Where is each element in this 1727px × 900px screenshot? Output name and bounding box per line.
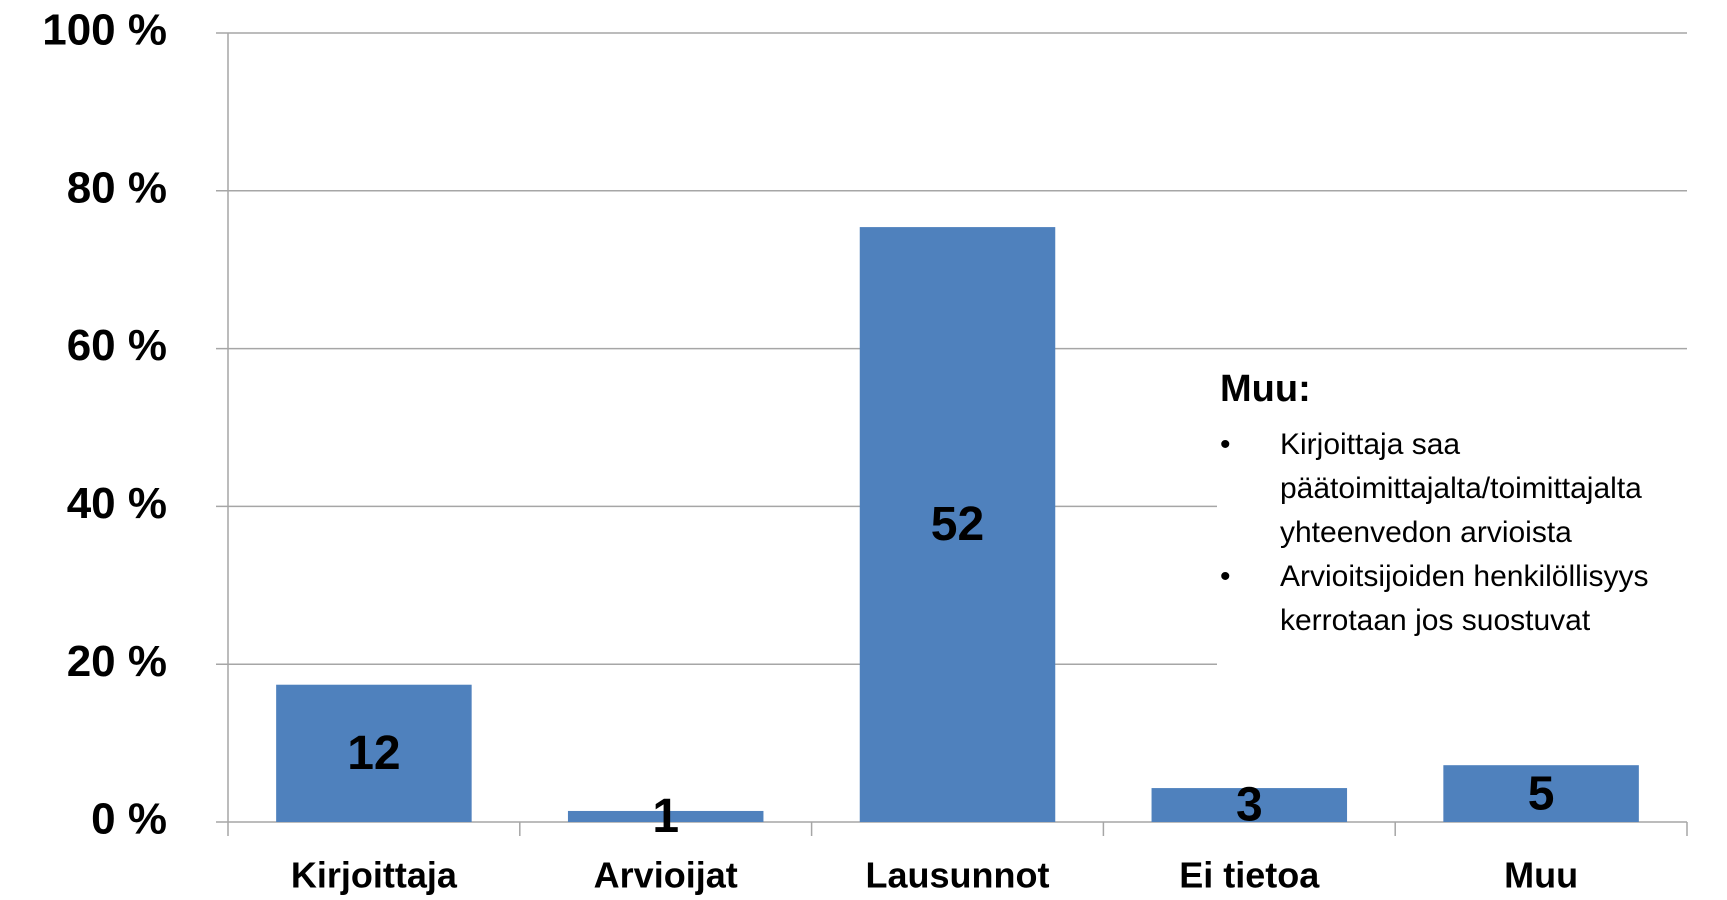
- data-label: 5: [1528, 767, 1555, 820]
- bullet: •: [1220, 560, 1231, 593]
- y-tick-label: 20 %: [67, 637, 167, 686]
- annotation-box: [1217, 362, 1688, 667]
- annotation-line: Kirjoittaja saa: [1280, 428, 1460, 461]
- y-tick-label: 100 %: [42, 6, 167, 55]
- annotation-line: yhteenvedon arvioista: [1280, 516, 1572, 549]
- annotation-line: päätoimittajalta/toimittajalta: [1280, 472, 1642, 505]
- y-tick-label: 60 %: [67, 321, 167, 370]
- x-tick-label: Arvioijat: [594, 855, 738, 896]
- y-tick-label: 40 %: [67, 479, 167, 528]
- data-label: 52: [931, 498, 984, 551]
- x-tick-label: Ei tietoa: [1179, 855, 1320, 896]
- x-tick-label: Lausunnot: [866, 855, 1050, 896]
- y-tick-label: 0 %: [91, 795, 167, 844]
- bullet: •: [1220, 428, 1231, 461]
- data-label: 1: [652, 790, 679, 843]
- bar: [1443, 765, 1639, 822]
- y-tick-label: 80 %: [67, 163, 167, 212]
- bar: [859, 227, 1056, 822]
- bar: [1151, 788, 1348, 822]
- bar: [276, 684, 472, 822]
- annotation-title: Muu:: [1220, 368, 1311, 410]
- bar: [567, 810, 764, 822]
- data-label: 3: [1236, 779, 1263, 832]
- x-tick-label: Muu: [1504, 855, 1578, 896]
- data-label: 12: [347, 727, 400, 780]
- annotation-line: kerrotaan jos suostuvat: [1280, 604, 1591, 637]
- x-tick-label: Kirjoittaja: [291, 855, 458, 896]
- annotation-line: Arvioitsijoiden henkilöllisyys: [1280, 560, 1648, 593]
